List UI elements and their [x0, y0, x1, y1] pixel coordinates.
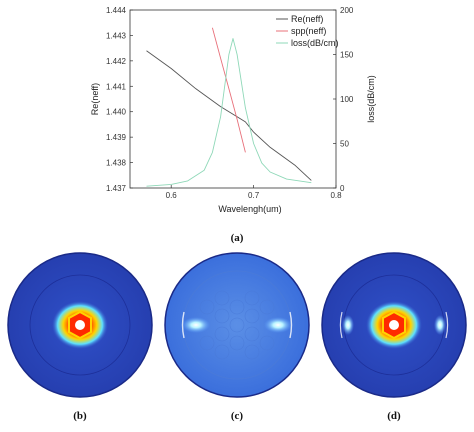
y-left-tick-label-2: 1.439 — [106, 133, 127, 142]
y-right-tick-label-1: 50 — [340, 140, 349, 149]
y-left-axis-label: Re(neff) — [90, 83, 100, 115]
field-panel-b — [7, 252, 153, 398]
field-panel-d — [321, 252, 467, 398]
y-right-tick-label-0: 0 — [340, 184, 345, 193]
caption-c: (c) — [231, 410, 244, 422]
y-right-axis-ticks: 0 50 100 150 200 — [333, 6, 354, 193]
field-panel-c — [164, 252, 310, 398]
y-right-axis-label: loss(dB/cm) — [366, 75, 376, 123]
x-tick-label-1: 0.7 — [248, 191, 260, 200]
y-left-tick-label-3: 1.440 — [106, 108, 127, 117]
legend-label-0: Re(neff) — [291, 14, 323, 24]
y-left-tick-label-4: 1.441 — [106, 82, 127, 91]
caption-a: (a) — [231, 232, 244, 244]
caption-b: (b) — [73, 410, 87, 422]
x-axis-label: Wavelengh(um) — [218, 204, 281, 214]
caption-d: (d) — [387, 410, 401, 422]
y-left-tick-label-7: 1.444 — [106, 6, 127, 15]
series-line-0 — [146, 50, 312, 181]
y-left-tick-label-6: 1.443 — [106, 31, 127, 40]
legend-label-1: spp(neff) — [291, 26, 326, 36]
y-left-axis-ticks: 1.437 1.438 1.439 1.440 1.441 1.442 1.443 1.444 — [106, 6, 133, 193]
series-lines — [146, 27, 312, 187]
legend: Re(neff) spp(neff) loss(dB/cm) — [276, 14, 339, 48]
y-left-tick-label-0: 1.437 — [106, 184, 127, 193]
series-line-1 — [211, 27, 246, 153]
y-right-tick-label-4: 200 — [340, 6, 354, 15]
x-tick-label-2: 0.8 — [330, 191, 342, 200]
y-right-tick-label-2: 100 — [340, 95, 354, 104]
x-tick-label-0: 0.6 — [166, 191, 178, 200]
y-left-tick-label-1: 1.438 — [106, 159, 127, 168]
plot-frame — [129, 9, 337, 189]
series-line-2 — [146, 38, 312, 187]
y-right-tick-label-3: 150 — [340, 51, 354, 60]
legend-label-2: loss(dB/cm) — [291, 38, 339, 48]
chart-a: 0.6 0.7 0.8 1.437 1.438 1.439 1.440 1.441 1.442… — [90, 6, 376, 214]
x-axis-ticks: 0.6 0.7 0.8 — [166, 185, 342, 200]
y-left-tick-label-5: 1.442 — [106, 57, 127, 66]
